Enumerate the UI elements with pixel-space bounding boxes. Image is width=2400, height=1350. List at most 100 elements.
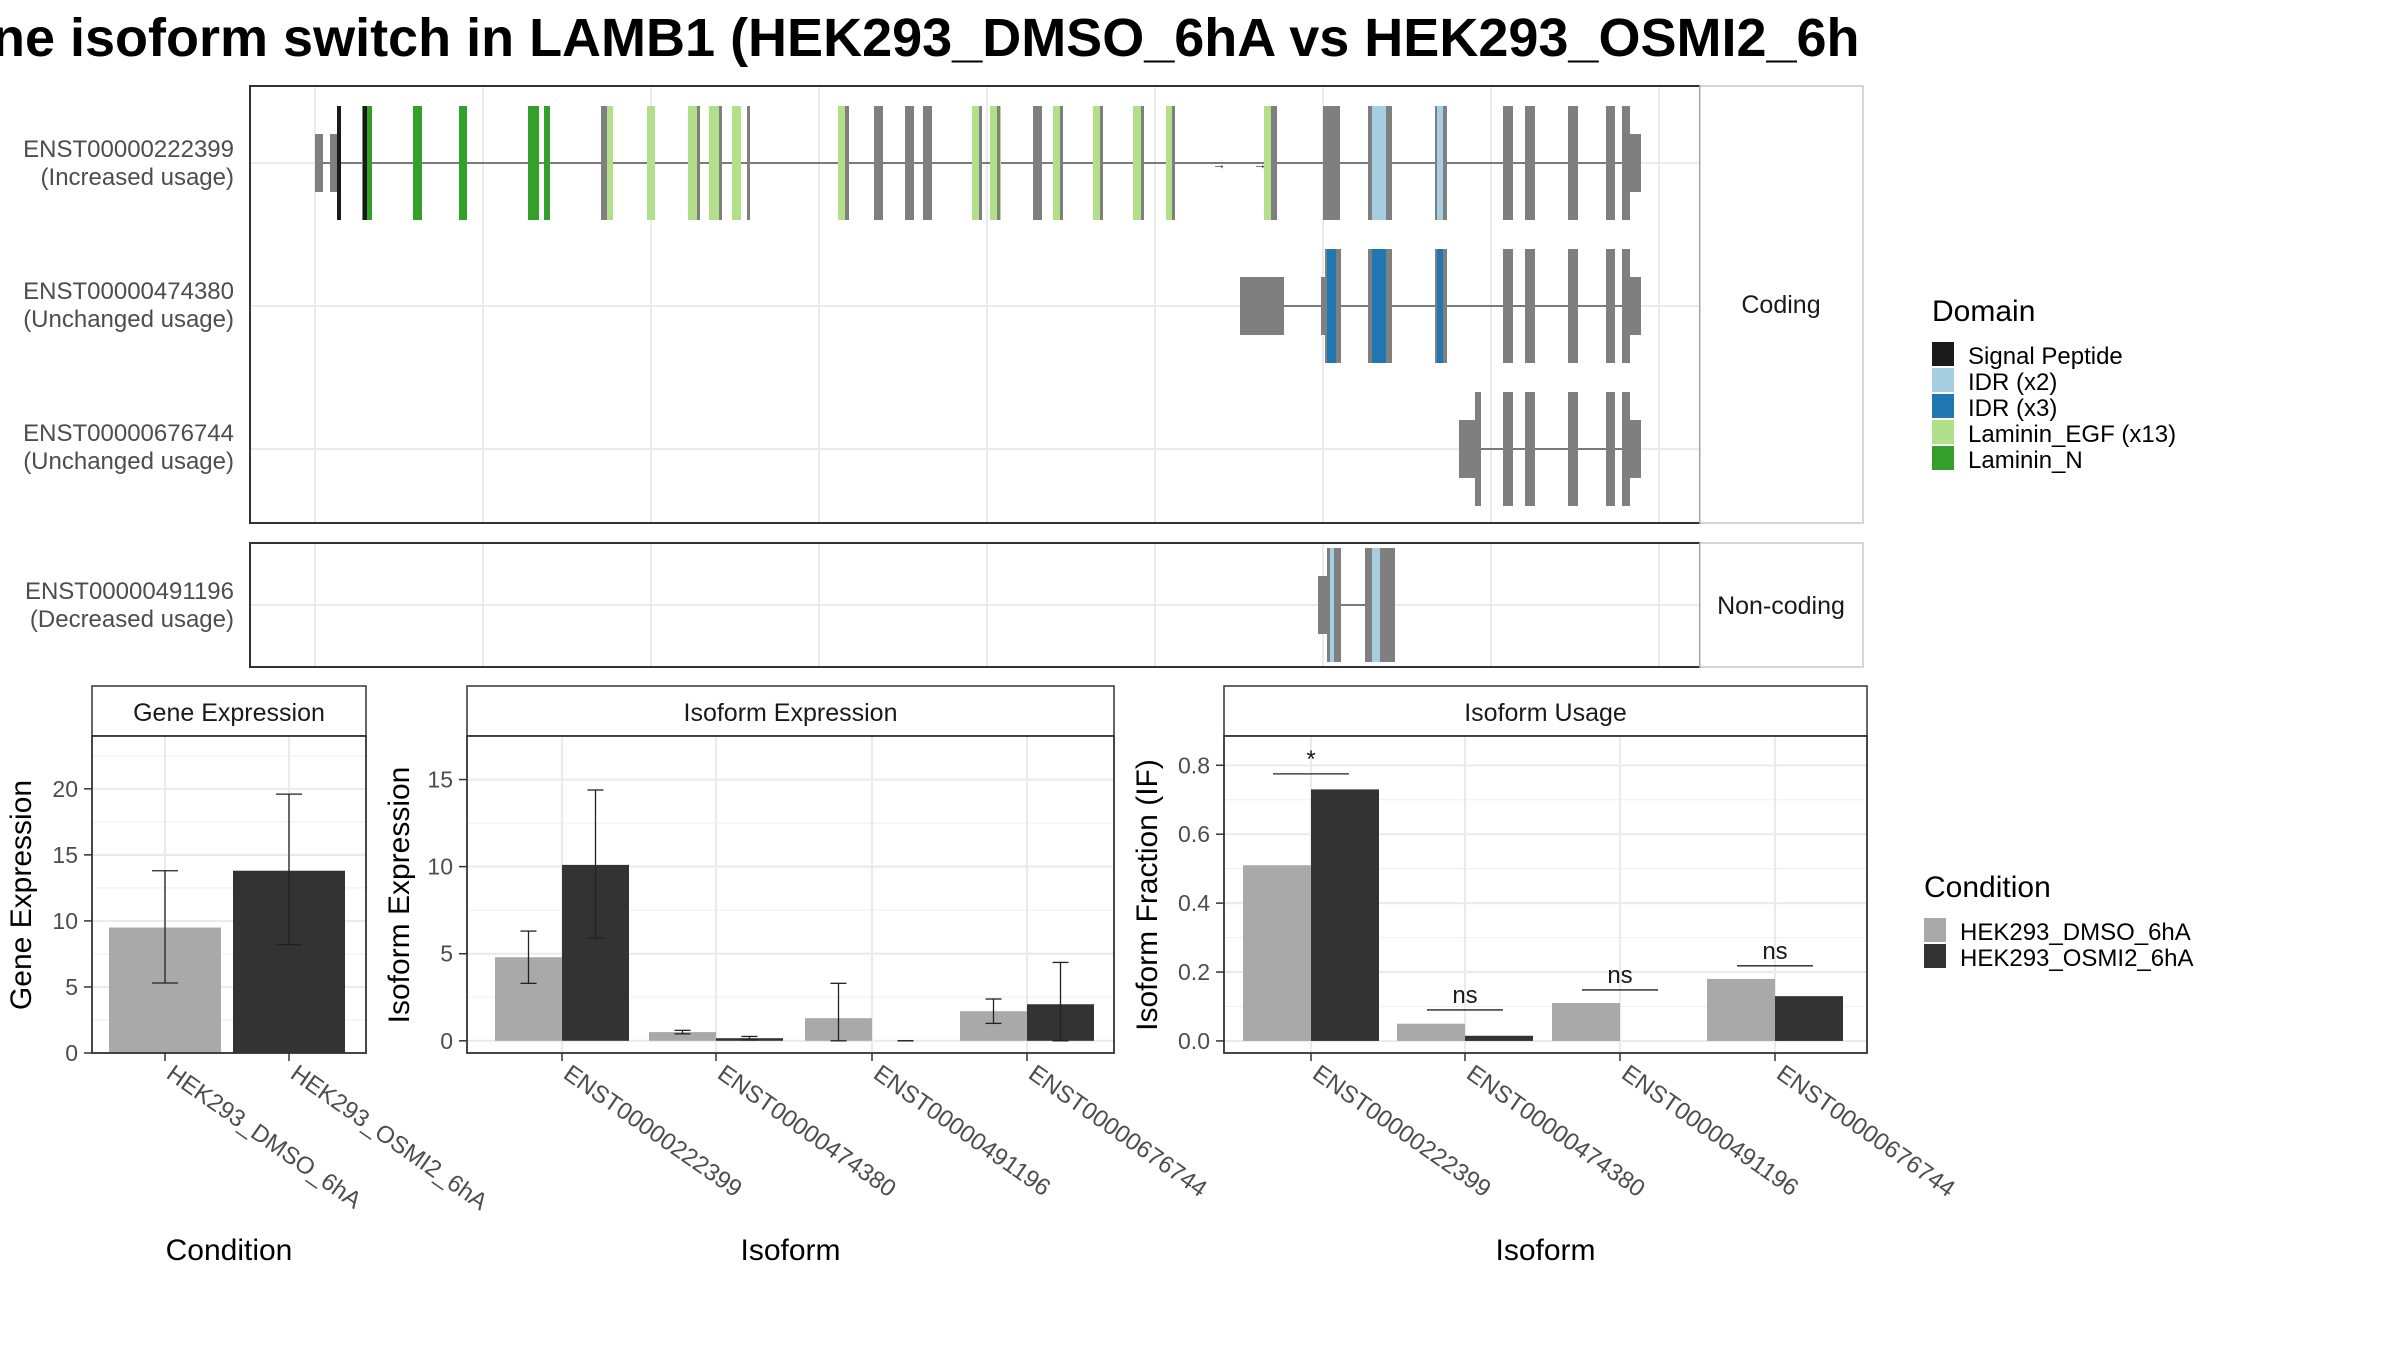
y-tick-label: 5 (65, 974, 78, 1000)
y-tick-label: 0.2 (1178, 959, 1210, 985)
transcript-grid (251, 87, 1699, 666)
transcript-id-label: ENST00000474380 (23, 278, 234, 305)
exon (1172, 106, 1175, 220)
bar-hek293_dmso_6ha-enst00000676744 (1707, 978, 1775, 1041)
chart-panel-border (466, 735, 1115, 1054)
legend-label: Signal Peptide (1968, 343, 2123, 370)
exon (905, 106, 914, 220)
exon (1372, 249, 1386, 363)
exon (363, 106, 367, 220)
y-tick-label: 0.0 (1178, 1028, 1210, 1054)
y-axis-title: Gene Expression (5, 780, 38, 1010)
exon (1503, 249, 1513, 363)
chart-title: Gene Expression (133, 699, 325, 727)
exon (697, 106, 700, 220)
exon (459, 106, 467, 220)
transcript-id-label: ENST00000676744 (23, 420, 234, 447)
bar-hek293_osmi2_6ha-enst00000474380 (1465, 1035, 1533, 1041)
y-tick-label: 10 (52, 908, 78, 934)
legend-label: HEK293_DMSO_6hA (1960, 919, 2191, 946)
strand-arrow: → (1253, 156, 1267, 172)
exon (1330, 548, 1334, 662)
noncoding-strip-label: Non-coding (1717, 592, 1845, 620)
exon (1606, 392, 1615, 506)
y-tick-label: 0.8 (1178, 752, 1210, 778)
exon (1568, 106, 1578, 220)
exon (1323, 106, 1340, 220)
exon (979, 106, 982, 220)
exon (330, 134, 338, 192)
exon (1318, 576, 1327, 634)
domain-legend-title: Domain (1932, 295, 2035, 328)
exon (1622, 249, 1630, 363)
exon (1525, 106, 1535, 220)
exon (1166, 106, 1175, 220)
exon (838, 106, 847, 220)
exon (997, 106, 1000, 220)
chart-panel-2: Isoform Expression051015ENST00000222399E… (383, 685, 1212, 1267)
exon (1437, 106, 1443, 220)
exon (1141, 106, 1144, 220)
exon (367, 106, 372, 220)
exon (1630, 277, 1641, 335)
exon (1100, 106, 1103, 220)
legend-label: IDR (x3) (1968, 395, 2057, 422)
chart-strip (91, 685, 367, 737)
exon (1459, 420, 1475, 478)
y-axis-title: Isoform Fraction (IF) (1131, 759, 1164, 1031)
bar-hek293_dmso_6ha-enst00000491196 (1552, 1003, 1620, 1041)
chart-title: Isoform Expression (684, 699, 898, 727)
exon (732, 106, 741, 220)
y-tick-label: 0 (440, 1028, 453, 1054)
exon (1525, 392, 1535, 506)
chart-panel-border (1223, 735, 1868, 1054)
exon (1475, 392, 1481, 506)
exon (747, 106, 750, 220)
chart-panel-3: Isoform Usage*nsnsns0.00.20.40.60.8ENST0… (1131, 685, 1960, 1267)
legend-swatch-laminin-egf (1932, 420, 1954, 444)
exon (1622, 106, 1630, 220)
exon (1525, 249, 1535, 363)
significance-label: ns (1452, 982, 1477, 1009)
transcript-usage-label: (Unchanged usage) (23, 448, 234, 475)
legend-label: Laminin_N (1968, 447, 2083, 474)
exon (1437, 249, 1443, 363)
coding-strip-label: Coding (1741, 291, 1820, 319)
transcript-id-label: ENST00000222399 (23, 136, 234, 163)
y-tick-label: 0.6 (1178, 821, 1210, 847)
legend-swatch-idr-x2 (1932, 368, 1954, 392)
exon (1093, 106, 1103, 220)
exon (601, 106, 607, 220)
exon (1133, 106, 1144, 220)
figure-title: ne isoform switch in LAMB1 (HEK293_DMSO_… (0, 8, 1860, 68)
y-tick-label: 15 (52, 842, 78, 868)
exon (1503, 106, 1513, 220)
exon (1630, 420, 1641, 478)
chart-panel-border (91, 735, 367, 1054)
condition-legend-title: Condition (1924, 871, 2051, 904)
bar-charts: Gene Expression05101520HEK293_DMSO_6hAHE… (5, 685, 1960, 1267)
bar-hek293_dmso_6ha-enst00000222399 (1243, 865, 1311, 1041)
exon (315, 134, 323, 192)
noncoding-strip (1699, 542, 1864, 668)
bar-hek293_osmi2_6ha-enst00000222399 (1311, 789, 1379, 1041)
y-tick-label: 0 (65, 1040, 78, 1066)
exon (413, 106, 422, 220)
legend-swatch-signal-peptide (1932, 342, 1954, 366)
x-axis-title: Isoform (740, 1234, 840, 1267)
transcript-usage-label: (Unchanged usage) (23, 306, 234, 333)
exon (1060, 106, 1063, 220)
legend-label: Laminin_EGF (x13) (1968, 421, 2176, 448)
transcript-labels: ENST00000222399 (Increased usage) ENST00… (23, 136, 234, 633)
legend-swatch-osmi2 (1924, 944, 1946, 968)
significance-label: ns (1607, 962, 1632, 989)
y-tick-label: 20 (52, 776, 78, 802)
chart-panel-1: Gene Expression05101520HEK293_DMSO_6hAHE… (5, 685, 492, 1267)
condition-legend: Condition HEK293_DMSO_6hA HEK293_OSMI2_6… (1924, 871, 2193, 972)
exon (1264, 106, 1271, 220)
exon (923, 106, 932, 220)
bar-hek293_dmso_6ha-enst00000474380 (1397, 1023, 1465, 1041)
exon (1321, 277, 1325, 335)
x-axis-title: Isoform (1495, 1234, 1595, 1267)
